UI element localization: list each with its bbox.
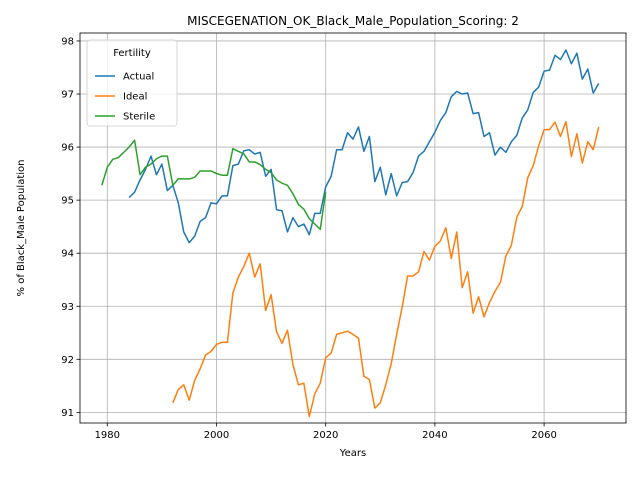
legend: Fertility Actual Ideal Sterile [86, 39, 178, 127]
x-tick-label: 2060 [531, 430, 556, 441]
chart-title: MISCEGENATION_OK_Black_Male_Population_S… [187, 14, 519, 28]
x-axis-label: Years [339, 448, 366, 459]
legend-box [86, 39, 178, 127]
y-tick-label: 98 [61, 36, 74, 47]
legend-label-sterile: Sterile [123, 112, 155, 123]
series-line-actual [128, 49, 600, 244]
legend-label-actual: Actual [123, 72, 154, 83]
legend-title: Fertility [113, 48, 151, 59]
x-tick-label: 1980 [95, 430, 120, 441]
x-tick-label: 2000 [204, 430, 229, 441]
y-axis-ticks: 91 92 93 94 95 96 97 98 [61, 36, 80, 419]
y-tick-label: 94 [61, 249, 74, 260]
plot-frame [79, 32, 627, 424]
x-tick-label: 2040 [422, 430, 447, 441]
y-tick-label: 95 [61, 196, 74, 207]
y-tick-label: 92 [61, 355, 74, 366]
x-axis-ticks: 1980 2000 2020 2040 2060 [95, 423, 557, 441]
series-lines [101, 49, 600, 418]
y-tick-label: 91 [61, 408, 74, 419]
x-tick-label: 2020 [313, 430, 338, 441]
y-tick-label: 93 [61, 302, 74, 313]
legend-label-ideal: Ideal [123, 92, 147, 103]
series-line-ideal [172, 120, 600, 418]
series-line-sterile [101, 139, 327, 231]
y-tick-label: 97 [61, 90, 74, 101]
y-axis-label: % of Black_Male Population [16, 160, 27, 297]
y-tick-label: 96 [61, 143, 74, 154]
